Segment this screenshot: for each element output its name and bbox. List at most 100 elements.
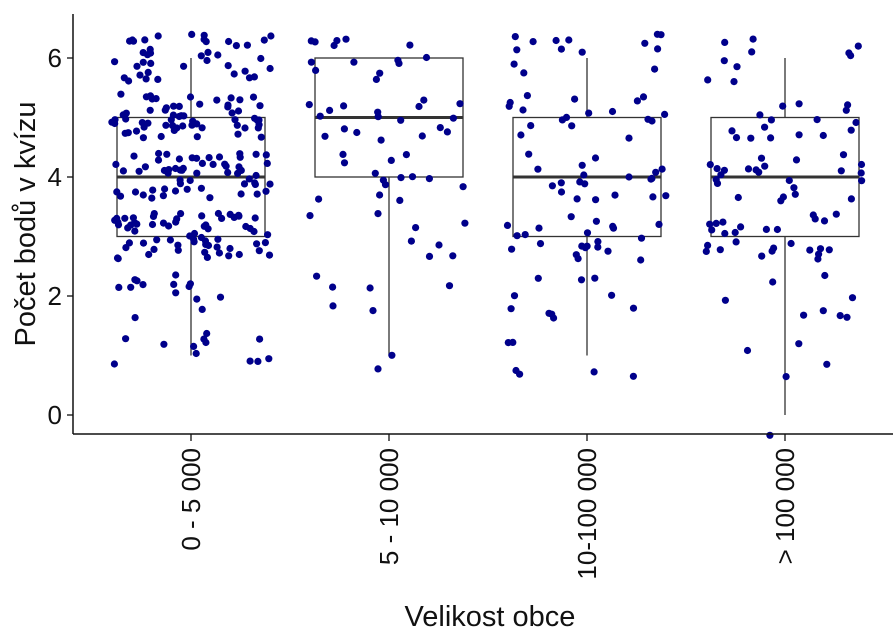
data-point	[366, 284, 374, 292]
data-point	[779, 193, 788, 201]
data-point	[224, 168, 232, 177]
data-point	[608, 291, 616, 299]
data-point	[306, 212, 314, 220]
data-point	[179, 164, 187, 172]
data-point	[374, 108, 382, 116]
data-point	[716, 246, 724, 254]
data-point	[590, 368, 598, 376]
data-point	[374, 210, 382, 218]
data-point	[402, 151, 410, 159]
data-point	[548, 182, 557, 190]
data-point	[206, 194, 214, 202]
data-point	[388, 351, 396, 359]
data-point	[847, 195, 856, 203]
data-point	[568, 122, 576, 130]
data-point	[839, 151, 848, 159]
data-point	[857, 169, 865, 177]
data-point	[162, 121, 170, 129]
data-point	[525, 150, 533, 158]
data-point	[730, 78, 738, 86]
data-point	[186, 176, 194, 185]
data-point	[436, 124, 444, 132]
data-point	[225, 252, 233, 260]
data-point	[122, 244, 130, 252]
data-point	[139, 134, 147, 142]
data-point	[216, 293, 225, 301]
data-point	[387, 156, 395, 164]
data-point	[842, 106, 850, 114]
data-point	[591, 154, 600, 162]
data-point	[592, 217, 601, 225]
data-point	[251, 114, 259, 122]
data-point	[198, 212, 206, 220]
data-point	[521, 231, 529, 239]
data-point	[629, 304, 638, 312]
data-point	[396, 196, 404, 204]
data-point	[193, 169, 201, 177]
data-point	[340, 125, 348, 133]
data-point	[649, 193, 657, 201]
data-point	[139, 281, 147, 289]
data-point	[234, 107, 243, 115]
data-point	[449, 114, 457, 122]
data-point	[376, 69, 384, 77]
data-point	[844, 101, 852, 109]
data-point	[230, 70, 238, 78]
data-point	[253, 240, 261, 248]
data-point	[509, 338, 517, 346]
data-point	[558, 116, 567, 124]
data-point	[159, 192, 167, 200]
data-point	[585, 109, 593, 117]
data-point	[762, 225, 771, 233]
data-point	[172, 271, 180, 279]
data-point	[255, 247, 263, 255]
y-tick-label: 6	[48, 43, 62, 73]
data-point	[253, 190, 261, 198]
data-point	[329, 283, 337, 291]
data-point	[234, 169, 242, 177]
data-point	[111, 58, 119, 66]
data-point	[576, 178, 584, 186]
data-point	[203, 253, 211, 261]
data-point	[198, 159, 206, 167]
data-point	[132, 127, 141, 135]
data-point	[721, 38, 729, 47]
data-point	[225, 37, 233, 46]
data-point	[136, 71, 144, 79]
data-point	[592, 196, 600, 204]
data-point	[148, 194, 156, 202]
data-point	[329, 302, 337, 310]
data-point	[340, 159, 349, 167]
data-point	[254, 124, 262, 132]
data-point	[748, 48, 756, 56]
data-point	[246, 357, 254, 365]
data-point	[767, 116, 776, 124]
data-point	[245, 175, 253, 183]
data-point	[823, 360, 831, 368]
data-point	[565, 36, 573, 44]
data-point	[339, 150, 347, 158]
data-point	[241, 124, 249, 132]
data-point	[213, 96, 221, 104]
data-point	[305, 101, 313, 109]
data-point	[573, 195, 581, 203]
data-point	[175, 102, 183, 110]
data-point	[350, 58, 358, 66]
data-point	[816, 245, 825, 253]
data-point	[583, 229, 592, 237]
data-point	[721, 229, 729, 238]
data-point	[809, 211, 817, 219]
data-point	[266, 180, 274, 188]
data-point	[257, 133, 265, 141]
data-point	[340, 102, 348, 110]
data-point	[121, 214, 129, 222]
data-point	[625, 134, 633, 142]
data-point	[139, 239, 148, 247]
data-point	[149, 186, 157, 194]
data-point	[577, 276, 586, 284]
data-point	[160, 340, 168, 348]
data-point	[637, 234, 646, 242]
data-point	[154, 32, 162, 40]
data-point	[773, 225, 782, 234]
data-point	[179, 122, 187, 130]
